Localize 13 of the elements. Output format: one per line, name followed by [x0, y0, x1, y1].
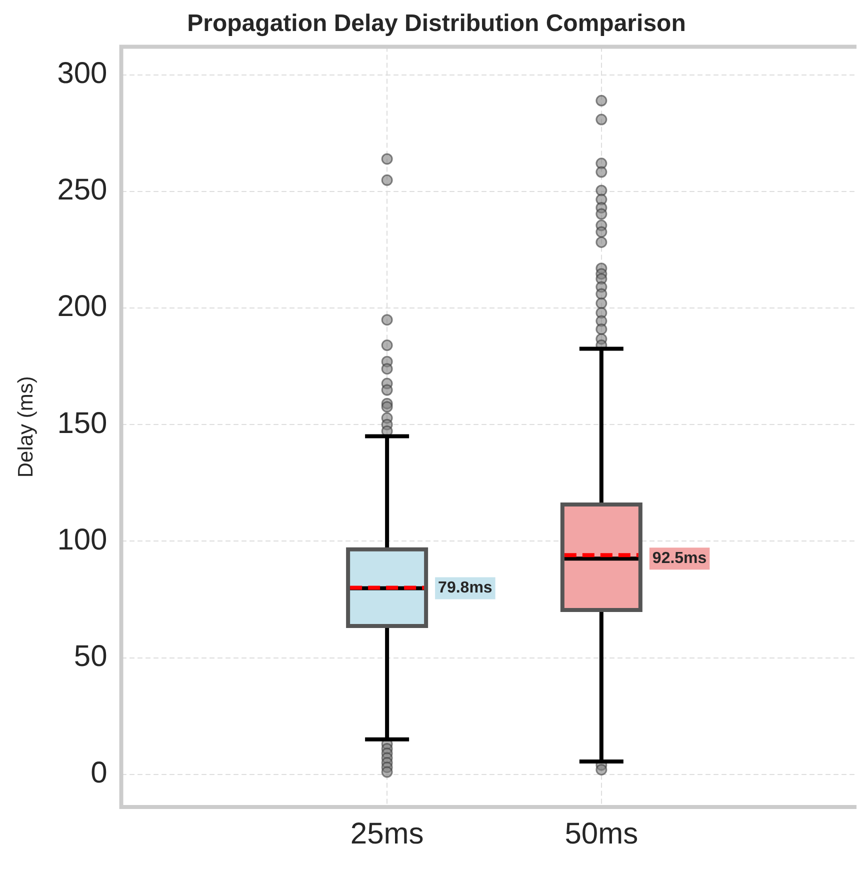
y-tick-label: 50 — [74, 640, 108, 674]
y-tick-label: 250 — [57, 174, 108, 207]
y-tick-label: 150 — [57, 406, 108, 440]
y-tick-label: 200 — [57, 290, 108, 324]
x-tick-label: 25ms — [350, 817, 424, 850]
y-tick-label: 0 — [90, 756, 108, 790]
x-tick-label: 50ms — [564, 817, 638, 850]
chart-title: Propagation Delay Distribution Comparison — [187, 10, 686, 38]
y-tick-label: 300 — [57, 57, 108, 90]
y-axis-title: Delay (ms) — [14, 376, 38, 478]
text: 79.8ms — [438, 580, 492, 597]
text: 92.5ms — [652, 550, 707, 568]
y-tick-label: 100 — [57, 523, 108, 556]
